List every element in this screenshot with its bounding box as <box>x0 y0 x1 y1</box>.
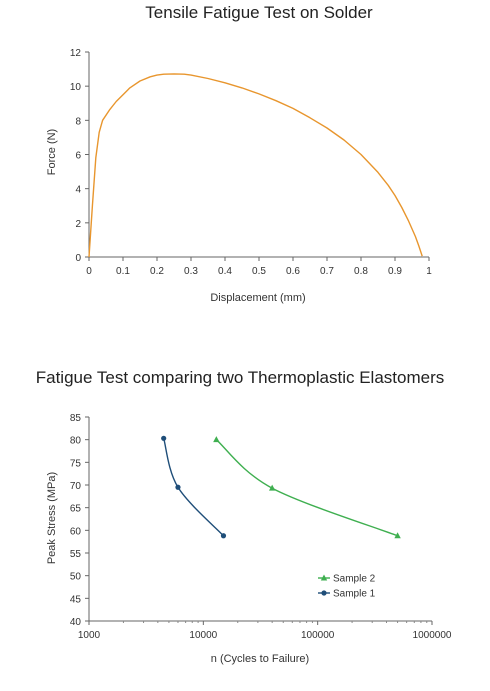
chart-1-y-tick-label: 12 <box>70 48 82 59</box>
legend-marker <box>321 590 327 596</box>
chart-2-x-tick-label: 100000 <box>301 630 335 641</box>
chart-1-x-tick-label: 0.9 <box>388 266 402 277</box>
chart-1-y-tick-label: 4 <box>75 185 81 196</box>
chart-2-ylabel: Peak Stress (MPa) <box>46 472 58 564</box>
chart-1-y-tick-label: 8 <box>75 116 81 127</box>
legend-marker <box>320 574 328 581</box>
chart-2-y-tick-label: 55 <box>70 549 82 560</box>
chart-1-plot <box>88 73 423 258</box>
chart-2-point <box>175 484 181 490</box>
chart-1-xlabel: Displacement (mm) <box>210 292 305 304</box>
chart-2-y-tick-label: 60 <box>70 526 82 537</box>
chart-1: Tensile Fatigue Test on Solder 0 0.1 0.2 0.… <box>46 3 432 304</box>
chart-2-plot <box>161 435 401 539</box>
chart-2-y-tick-label: 85 <box>70 413 82 424</box>
chart-2-y-tick-label: 45 <box>70 594 82 605</box>
legend-label: Sample 1 <box>333 589 376 600</box>
chart-1-x-tick-label: 0 <box>86 266 92 277</box>
chart-1-x-tick-label: 0.2 <box>150 266 164 277</box>
chart-2-point <box>161 435 167 441</box>
chart-2-x-tick-label: 10000 <box>189 630 217 641</box>
chart-1-x-tick-label: 0.8 <box>354 266 368 277</box>
chart-2-x-tick-label: 1000000 <box>413 630 452 641</box>
chart-1-y-tick-label: 0 <box>75 253 81 264</box>
chart-2-y-tick-label: 65 <box>70 504 82 515</box>
chart-2-series-line-1 <box>215 439 398 537</box>
chart-2-series-line-2 <box>163 438 225 537</box>
chart-2-legend: Sample 2 Sample 1 <box>318 574 376 600</box>
chart-2-point <box>268 484 276 491</box>
chart-1-x-tick-label: 0.5 <box>252 266 266 277</box>
chart-1-y-tick-label: 2 <box>75 219 81 230</box>
chart-2-y-tick-label: 40 <box>70 617 82 628</box>
chart-2-title: Fatigue Test comparing two Thermoplastic… <box>36 368 445 387</box>
chart-2-point <box>220 533 227 539</box>
chart-2-point <box>394 532 401 539</box>
chart-1-x-tick-label: 0.7 <box>320 266 334 277</box>
chart-2-x-tick-label: 1000 <box>78 630 101 641</box>
chart-1-y-tick-label: 6 <box>75 151 81 162</box>
chart-1-x-tick-label: 1 <box>426 266 432 277</box>
chart-2-y-tick-label: 70 <box>70 481 82 492</box>
legend-label: Sample 2 <box>333 574 376 585</box>
chart-2-y-tick-label: 80 <box>70 436 82 447</box>
chart-2-point <box>213 436 220 443</box>
chart-1-title: Tensile Fatigue Test on Solder <box>145 3 373 22</box>
chart-1-x-tick-label: 0.4 <box>218 266 232 277</box>
chart-1-x-tick-label: 0.6 <box>286 266 300 277</box>
chart-1-ylabel: Force (N) <box>46 129 58 175</box>
chart-2-xlabel: n (Cycles to Failure) <box>211 653 309 665</box>
chart-2-y-tick-label: 50 <box>70 572 82 583</box>
chart-1-x-tick-label: 0.1 <box>116 266 130 277</box>
chart-1-x-tick-label: 0.3 <box>184 266 198 277</box>
chart-1-y-tick-label: 10 <box>70 82 82 93</box>
chart-2-axes: 1000 10000 100000 1000000 40 45 50 55 60 65 70 75 80… <box>70 413 452 641</box>
chart-2-y-tick-label: 75 <box>70 458 82 469</box>
chart-1-series-line <box>88 73 423 258</box>
chart-2: Fatigue Test comparing two Thermoplastic… <box>36 368 452 665</box>
